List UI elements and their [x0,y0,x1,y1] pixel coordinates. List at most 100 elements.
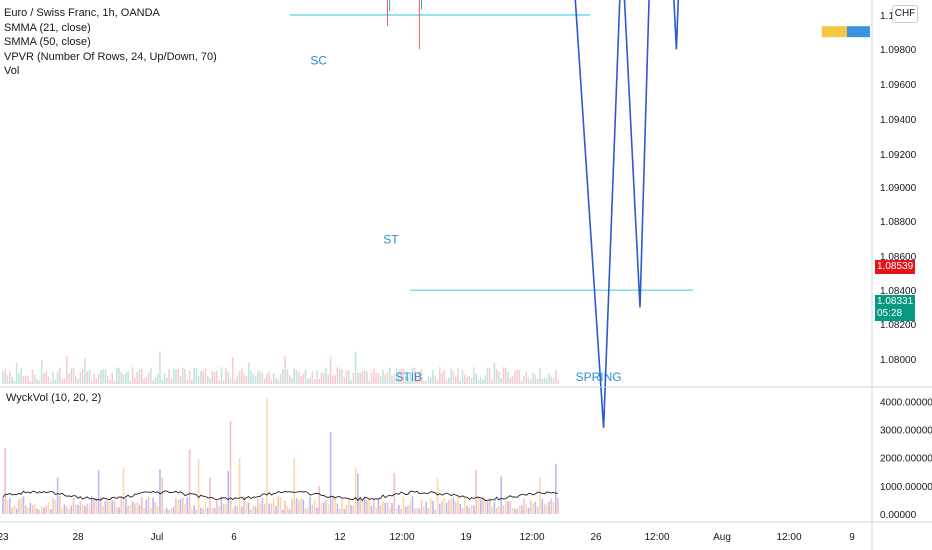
wyckvol-bar [454,501,457,514]
volume-bar [404,376,407,384]
volume-bar [70,368,73,384]
volume-bar [425,380,427,384]
wyckvol-legend[interactable]: WyckVol (10, 20, 2) [6,392,102,404]
wyckvol-bar [518,505,521,514]
volume-bar [284,355,286,384]
volume-bar [229,378,232,384]
volume-bar [297,371,300,384]
volume-bar [191,379,193,384]
wyckvol-bar [70,505,73,514]
price-tick-label: 1.09600 [880,80,917,91]
wyckoff-label-stib: STIB [395,370,422,384]
volume-bar [154,377,157,384]
volume-bar [507,371,509,384]
volume-bar [316,370,318,384]
volume-bar [138,369,141,384]
volume-bar [111,372,113,384]
indicator-smma21[interactable]: SMMA (21, close) [4,21,91,34]
volume-bar [523,375,525,384]
wyckvol-bar [484,498,487,514]
wyckvol-bar [536,507,539,514]
volume-bar [516,370,518,384]
wyckvol-tick-label: 1000.00000 [880,482,932,493]
wyckvol-bar [202,508,204,514]
wyckvol-bar [441,500,443,514]
volume-bar [334,374,336,384]
symbol-title[interactable]: Euro / Swiss Franc, 1h, OANDA [4,7,160,19]
wyckvol-bar [348,498,350,514]
volume-bar [436,380,439,384]
wyckvol-bar [34,503,36,514]
wyckvol-bar [252,505,255,514]
volume-bar [489,368,491,384]
currency-button[interactable]: CHF [892,5,918,23]
wyckvol-bar [393,473,396,514]
wyckvol-bar [59,495,61,514]
wyckvol-bar [179,499,182,514]
time-tick-label: Jul [151,532,164,543]
wyckvol-bar [193,505,195,514]
volume-bar [34,374,36,384]
volume-bar [520,380,523,384]
wyckvol-bar [86,503,88,514]
volume-bar [288,375,291,384]
indicator-smma50[interactable]: SMMA (50, close) [4,36,91,48]
time-tick-label: 12:00 [776,532,801,543]
wyckoff-label-st: ST [383,232,399,246]
wyckvol-bar [375,507,377,514]
wyckvol-bar [225,504,227,514]
wyckvol-bar [523,498,525,514]
wyckvol-bar [270,503,273,514]
volume-bar [163,373,166,384]
volume-bar [275,378,277,384]
volume-bar [402,368,405,384]
wyckvol-bar [168,509,170,514]
wyckvol-bar [229,421,232,514]
time-tick-label: 28 [72,532,84,543]
wyckvol-bar [152,497,154,514]
volume-bar [338,368,341,384]
volume-bar [97,373,100,384]
wyckvol-bar [75,504,77,514]
wyckvol-bar [386,502,389,514]
price-tick-label: 1.1 [880,11,894,22]
resistance-price-tag: 1.08539 [875,260,915,274]
volume-bar [382,369,384,384]
indicator-vpvr[interactable]: VPVR (Number Of Rows, 24, Up/Down, 70) [4,50,217,63]
wyckvol-bar [391,503,393,514]
volume-bar [27,375,29,384]
wyckvol-bar [245,501,248,514]
wyckvol-bar [343,509,346,514]
volume-bar [156,373,159,384]
volume-bar [543,378,546,384]
volume-bar [31,369,34,384]
indicator-vol[interactable]: Vol [4,65,20,77]
wyckvol-bar [175,497,177,514]
wyckvol-bar [297,500,300,514]
wyckvol-bar [427,507,430,514]
volume-bar [448,377,450,384]
wyckvol-bar [489,498,491,514]
wyckvol-bar [120,496,123,514]
volume-bar [411,367,414,384]
time-tick-label: 23 [0,532,9,543]
volume-bar [172,368,175,384]
wyckvol-bar [291,498,293,514]
wyckvol-bar [243,496,245,514]
volume-bar [20,368,22,384]
volume-bar [479,377,482,384]
volume-bar [548,373,550,384]
wyckvol-bar [36,508,38,514]
chart-legend: Euro / Swiss Franc, 1h, OANDA SMMA (21, … [4,6,217,79]
wyckvol-bar [475,470,477,514]
volume-bar [318,378,321,384]
volume-bar [482,379,484,384]
volume-bar [218,380,220,384]
wyckvol-bar [338,508,341,514]
wyckvol-bar [366,500,368,514]
volume-bar [257,371,259,384]
volume-bar [40,360,43,384]
volume-bar [377,373,380,384]
wyckvol-bar [316,507,318,514]
